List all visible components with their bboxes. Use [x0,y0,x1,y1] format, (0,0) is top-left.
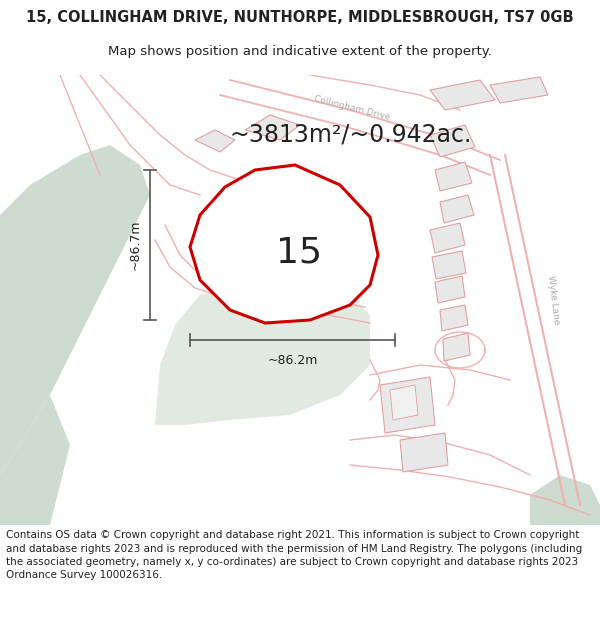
Polygon shape [430,80,495,110]
Polygon shape [435,276,465,303]
Polygon shape [390,385,418,420]
Polygon shape [530,475,600,525]
Polygon shape [440,305,468,331]
Text: ~86.7m: ~86.7m [129,220,142,270]
Text: 15: 15 [276,236,322,269]
Text: Map shows position and indicative extent of the property.: Map shows position and indicative extent… [108,45,492,58]
Text: Wyke Lane: Wyke Lane [545,275,560,325]
Polygon shape [435,162,472,191]
Polygon shape [380,377,435,433]
Polygon shape [432,251,466,279]
Text: ~86.2m: ~86.2m [268,354,317,367]
Polygon shape [440,195,474,223]
Polygon shape [0,145,150,475]
Polygon shape [195,130,235,152]
Polygon shape [0,395,70,525]
Polygon shape [430,125,475,157]
Polygon shape [190,165,378,323]
Text: Contains OS data © Crown copyright and database right 2021. This information is : Contains OS data © Crown copyright and d… [6,530,582,580]
Polygon shape [443,333,470,361]
Polygon shape [155,280,370,425]
Polygon shape [400,433,448,472]
Text: ~3813m²/~0.942ac.: ~3813m²/~0.942ac. [230,123,472,147]
Text: Collingham Drive: Collingham Drive [313,94,391,122]
Text: 15, COLLINGHAM DRIVE, NUNTHORPE, MIDDLESBROUGH, TS7 0GB: 15, COLLINGHAM DRIVE, NUNTHORPE, MIDDLES… [26,11,574,26]
Polygon shape [490,77,548,103]
Polygon shape [245,115,300,140]
Polygon shape [430,223,465,253]
